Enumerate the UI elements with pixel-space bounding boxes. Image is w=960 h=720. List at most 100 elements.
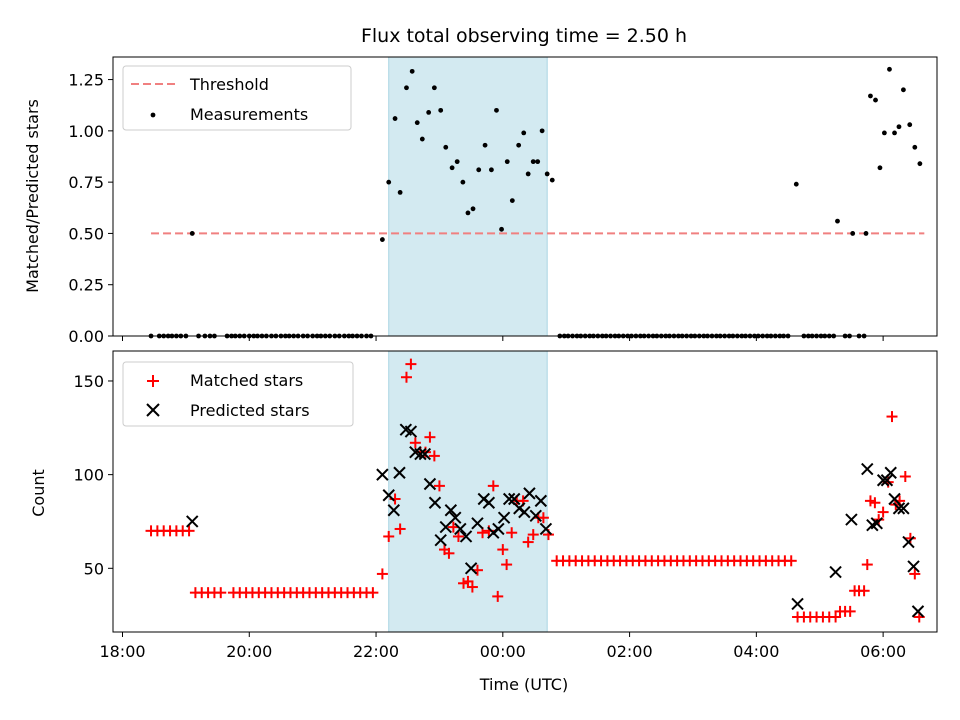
measurement-point [912,144,918,150]
measurement-point [443,144,449,150]
x-tick-label: 04:00 [733,642,779,661]
matched-star-point [785,555,797,567]
measurement-point [409,68,415,74]
matched-star-point [861,559,873,571]
x-tick-label: 00:00 [480,642,526,661]
measurement-point [397,189,403,195]
measurement-point [907,122,913,128]
x-tick-label: 06:00 [860,642,906,661]
predicted-star-point [404,425,418,438]
matched-star-point [844,605,856,617]
predicted-star-point [870,517,883,530]
y-axis-label-top: Matched/Predicted stars [23,99,42,293]
y-axis-label-bottom: Count [29,469,48,517]
matched-star-point [522,536,534,548]
axes-frame-bottom [112,350,938,633]
measurement-point [449,165,455,171]
measurement-point [509,198,515,204]
y-tick-label-top: 0.00 [68,327,104,346]
measurement-point [539,128,545,134]
matched-star-point [501,559,513,571]
predicted-star-point [439,520,452,534]
matched-star-point [409,437,421,449]
predicted-star-point [907,560,920,573]
predicted-star-point [382,489,395,502]
matched-star-point [405,358,417,370]
matched-star-point [433,480,445,492]
predicted-star-point [897,502,910,515]
measurement-point [494,107,499,113]
legend-threshold-label: Threshold [189,75,269,94]
chart-title: Flux total observing time = 2.50 h [361,25,687,47]
matched-star-point [830,611,842,623]
matched-star-point [447,521,459,533]
measurement-point [525,171,531,177]
predicted-star-point [534,494,548,508]
matched-star-point [466,581,478,593]
measurement-point [504,159,510,165]
predicted-star-point [492,522,505,536]
predicted-star-point [911,605,925,618]
legend-top: Threshold Measurements [122,65,352,131]
legend-box-top [122,65,352,131]
measurement-point [426,109,432,115]
predicted-star-point [444,504,458,517]
x-tick-label: 02:00 [607,642,653,661]
measurement-point [896,124,902,130]
measurement-point [465,210,471,216]
measurement-point [901,87,906,93]
matched-star-point [462,575,474,587]
measurement-point [379,237,385,242]
matched-star-point [443,547,455,559]
matched-star-point [215,587,227,599]
measurement-point [881,130,887,136]
predicted-star-point [861,462,874,476]
x-axis-label: Time (UTC) [479,675,568,694]
matched-star-point [367,587,379,599]
legend-predicted-label: Predicted stars [190,401,310,420]
measurement-point [868,93,873,99]
matched-star-point [497,544,509,556]
matched-star-point [383,530,395,542]
legend-predicted-swatch [146,403,160,417]
matched-star-point [400,371,412,383]
x-tick-label: 22:00 [353,642,399,661]
legend-measurements-label: Measurements [190,105,308,124]
predicted-star-point [845,513,858,526]
predicted-star-point [508,492,521,506]
predicted-star-point [884,466,897,479]
matched-star-point [376,568,388,580]
measurement-point [392,116,398,121]
legend-matched-swatch [147,375,159,387]
measurement-point [189,231,195,236]
predicted-star-point [387,504,401,517]
measurement-point [516,142,522,148]
matched-star-point [858,585,870,597]
y-tick-label-bottom: 50 [84,559,104,578]
predicted-star-point [376,468,389,481]
measurement-point [892,130,897,136]
ticks-bottom: 50 100 150 18:00 20:00 22:00 00:00 02:00 04:00 06… [73,372,906,661]
measurement-point [544,171,550,177]
matched-star-point [487,480,499,492]
predicted-star-point [449,511,462,524]
legend-matched-label: Matched stars [190,371,303,390]
measurement-point [835,218,840,224]
predicted-star-point [791,597,804,611]
matched-star-point [428,450,440,462]
x-tick-label: 20:00 [226,642,272,661]
measurement-point [873,97,878,103]
matched-star-point [424,431,436,443]
predicted-star-point [428,496,442,509]
predicted-star-point [418,447,432,461]
y-tick-label-top: 0.50 [68,224,104,243]
legend-bottom: Matched stars Predicted stars [122,361,354,427]
y-tick-label-top: 1.00 [68,122,104,141]
measurement-point [414,120,420,126]
predicted-star-point [464,562,478,575]
measurement-point [419,136,425,142]
matched-star-point [183,525,195,537]
predicted-star-point [471,517,484,530]
y-tick-label-top: 0.75 [68,173,104,192]
